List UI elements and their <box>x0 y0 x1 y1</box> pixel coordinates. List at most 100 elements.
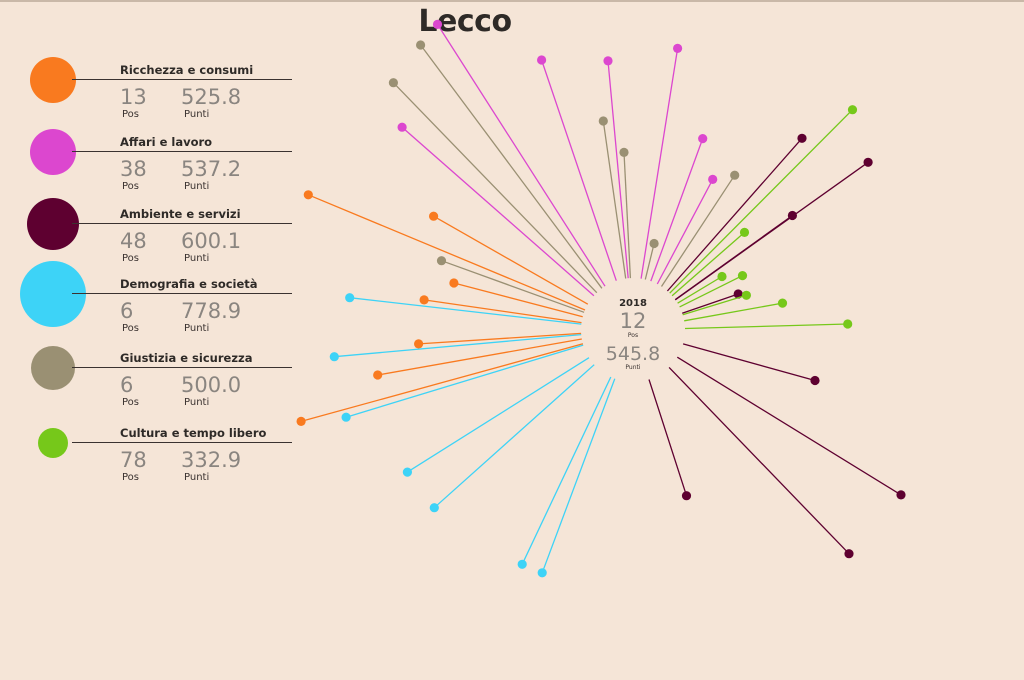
indicator-point[interactable] <box>777 298 788 308</box>
legend-pos-value: 48 <box>120 229 147 253</box>
indicator-point[interactable] <box>388 78 398 88</box>
indicator-point[interactable] <box>414 339 424 349</box>
indicator-point[interactable] <box>787 210 798 221</box>
indicator-point[interactable] <box>345 293 355 303</box>
indicator-point[interactable] <box>303 190 313 200</box>
indicator-point[interactable] <box>598 116 608 126</box>
indicator-point[interactable] <box>730 170 740 180</box>
indicator-point[interactable] <box>436 256 447 266</box>
legend-points-label: Punti <box>184 109 210 120</box>
spoke-line <box>602 120 627 279</box>
legend-item: Cultura e tempo libero 78 Pos 332.9 Punt… <box>0 385 300 483</box>
legend-item: Demografia e società 6 Pos 778.9 Punti <box>0 236 300 334</box>
legend-pos-value: 6 <box>120 299 134 323</box>
spoke-line <box>433 215 589 305</box>
spoke-line <box>420 44 603 289</box>
legend-category-name: Cultura e tempo libero <box>120 426 267 440</box>
center-year: 2018 <box>619 298 647 309</box>
legend-category-name: Affari e lavoro <box>120 135 213 149</box>
center-pos-label: Pos <box>628 332 638 339</box>
indicator-point[interactable] <box>717 271 727 282</box>
indicator-point[interactable] <box>737 271 748 281</box>
indicator-point[interactable] <box>739 227 750 237</box>
indicator-point[interactable] <box>797 133 807 143</box>
indicator-point[interactable] <box>296 416 306 426</box>
spoke-line <box>441 260 585 313</box>
indicator-point[interactable] <box>896 490 906 500</box>
spoke-line <box>540 59 617 281</box>
spoke-line <box>424 299 582 324</box>
indicator-point[interactable] <box>733 289 743 299</box>
indicator-point[interactable] <box>373 370 383 380</box>
indicator-point[interactable] <box>741 290 752 300</box>
indicator-point[interactable] <box>843 319 853 329</box>
spoke-line <box>648 379 688 496</box>
spoke-line <box>349 297 582 325</box>
legend-color-dot <box>30 129 76 175</box>
indicator-point[interactable] <box>419 295 429 305</box>
legend-pos-value: 38 <box>120 157 147 181</box>
indicator-point[interactable] <box>429 211 439 221</box>
legend-color-dot <box>31 346 75 390</box>
spoke-line <box>453 282 583 318</box>
legend-pos-label: Pos <box>122 472 140 483</box>
indicator-point[interactable] <box>847 105 858 115</box>
indicator-point[interactable] <box>429 503 439 513</box>
legend-points-value: 778.9 <box>181 299 242 323</box>
legend-category-name: Giustizia e sicurezza <box>120 351 253 365</box>
indicator-point[interactable] <box>402 467 412 477</box>
indicator-point[interactable] <box>603 56 613 66</box>
legend-item: Ambiente e servizi 48 Pos 600.1 Punti <box>0 166 300 264</box>
legend-points-value: 537.2 <box>181 157 242 181</box>
spoke-line <box>650 138 704 282</box>
legend-pos-value: 13 <box>120 85 147 109</box>
indicator-point[interactable] <box>649 238 659 249</box>
legend-points-value: 525.8 <box>181 85 242 109</box>
legend-color-dot <box>20 261 86 327</box>
spoke-line <box>682 294 747 316</box>
spoke-line <box>623 152 632 279</box>
indicator-point[interactable] <box>810 375 820 386</box>
indicator-point[interactable] <box>698 134 708 144</box>
spoke-line <box>392 82 598 294</box>
top-border <box>0 0 1024 2</box>
legend-color-dot <box>38 428 68 458</box>
legend-pos-value: 78 <box>120 448 147 472</box>
indicator-point[interactable] <box>416 40 426 50</box>
spoke-line <box>668 366 850 555</box>
indicator-point[interactable] <box>341 412 351 422</box>
legend-pos-label: Pos <box>122 323 140 334</box>
legend-rule <box>72 367 292 368</box>
indicator-point[interactable] <box>397 122 407 132</box>
spoke-line <box>418 332 582 345</box>
spoke-line <box>345 344 584 418</box>
legend-pos-label: Pos <box>122 397 140 408</box>
legend-rule <box>72 293 292 294</box>
indicator-point[interactable] <box>537 55 547 65</box>
legend-category-name: Demografia e società <box>120 277 258 291</box>
legend-category-name: Ambiente e servizi <box>120 207 241 221</box>
indicator-point[interactable] <box>329 352 339 362</box>
indicator-point[interactable] <box>681 491 692 501</box>
spoke-line <box>666 137 803 292</box>
spoke-line <box>521 376 612 565</box>
legend-points-value: 332.9 <box>181 448 242 472</box>
indicator-point[interactable] <box>708 174 718 184</box>
legend-color-dot <box>27 198 79 250</box>
legend-points-value: 600.1 <box>181 229 242 253</box>
indicator-point[interactable] <box>432 19 443 29</box>
legend-pos-value: 6 <box>120 373 134 397</box>
indicator-point[interactable] <box>517 559 527 569</box>
indicator-point[interactable] <box>844 549 854 559</box>
spoke-line <box>436 24 606 287</box>
spoke-line <box>681 293 739 314</box>
spoke-line <box>401 126 595 297</box>
indicator-point[interactable] <box>537 568 547 578</box>
indicator-point[interactable] <box>449 278 459 288</box>
spoke-line <box>377 338 582 376</box>
indicator-point[interactable] <box>673 43 683 54</box>
center-points-value: 545.8 <box>606 343 660 365</box>
indicator-point[interactable] <box>863 157 873 167</box>
spoke-line <box>407 357 590 473</box>
indicator-point[interactable] <box>619 147 629 157</box>
